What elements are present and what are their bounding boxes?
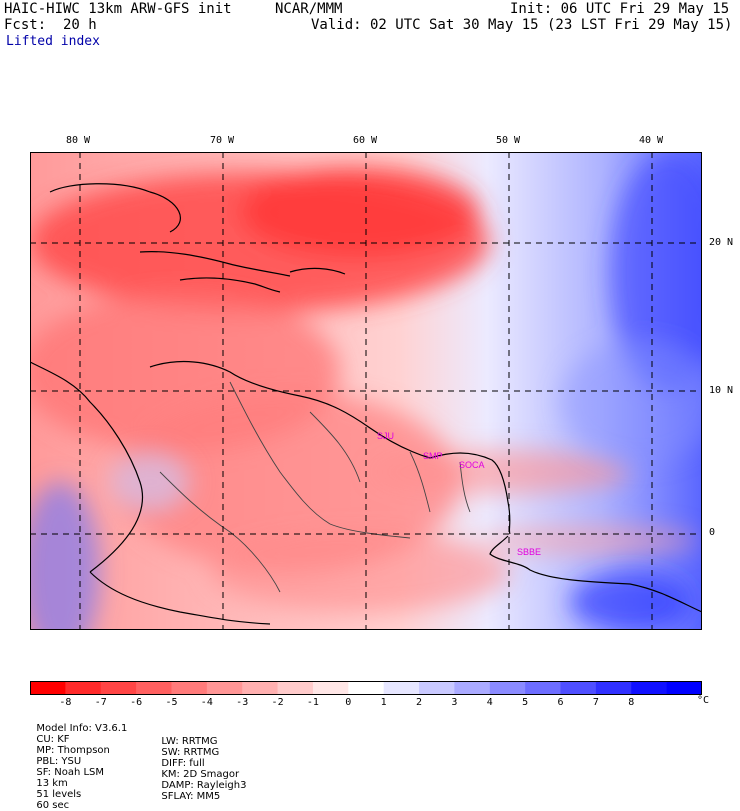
colorbar-frame: [30, 681, 702, 695]
station-soca: SOCA: [459, 460, 485, 470]
colorbar-label: -5: [165, 697, 178, 708]
lat-label-20n: 20 N: [709, 237, 734, 248]
station-smp: SMP: [423, 451, 443, 461]
colorbar-label: -4: [200, 697, 213, 708]
colorbar-swatch: [348, 681, 385, 695]
colorbar-swatch: [277, 681, 314, 695]
footer-pbl: PBL: YSU: [36, 756, 82, 767]
footer-mp: MP: Thompson: [36, 745, 110, 756]
init-time: Init: 06 UTC Fri 29 May 15: [510, 1, 730, 17]
model-title: HAIC-HIWC 13km ARW-GFS init: [4, 1, 232, 17]
map-frame: [30, 152, 702, 630]
footer-sflay: SFLAY: MM5: [161, 791, 221, 802]
colorbar-swatch: [595, 681, 632, 695]
colorbar-label: 5: [522, 697, 529, 708]
colorbar-label: -8: [59, 697, 72, 708]
colorbar-swatch: [65, 681, 102, 695]
colorbar-swatch: [312, 681, 349, 695]
station-sju: SJU: [377, 431, 394, 441]
footer-km: KM: 2D Smagor: [161, 769, 240, 780]
colorbar-label: 7: [592, 697, 599, 708]
station-sbbe: SBBE: [517, 547, 541, 557]
org-label: NCAR/MMM: [275, 1, 343, 17]
colorbar-swatch: [419, 681, 455, 695]
footer-sf: SF: Noah LSM: [36, 767, 105, 778]
footer-line1: Model Info: V3.6.1 CU: KF MP: Thompson P…: [30, 712, 140, 811]
lon-label-60w: 60 W: [353, 135, 378, 146]
colorbar-label: -2: [271, 697, 284, 708]
colorbar-label: 1: [380, 697, 387, 708]
borders: [159, 381, 471, 593]
lon-label-40w: 40 W: [639, 135, 664, 146]
colorbar-swatch: [383, 681, 420, 695]
footer-levels: 51 levels: [36, 789, 82, 800]
coastlines: [30, 183, 702, 625]
lon-label-70w: 70 W: [210, 135, 235, 146]
colorbar-label: 4: [486, 697, 493, 708]
colorbar-swatch: [666, 681, 702, 695]
colorbar-swatch: [30, 681, 66, 695]
stable-regions: [30, 152, 702, 630]
colorbar-label: -7: [94, 697, 107, 708]
colorbar-label: 2: [416, 697, 423, 708]
footer-model-info: Model Info: V3.6.1: [36, 723, 128, 734]
footer-damp: DAMP: Rayleigh3: [161, 780, 247, 791]
footer-sw: SW: RRTMG: [161, 747, 220, 758]
colorbar-label: 3: [451, 697, 458, 708]
colorbar-swatch: [560, 681, 597, 695]
unstable-regions: [30, 167, 700, 612]
colorbar-unit: °C: [697, 695, 710, 706]
lon-label-80w: 80 W: [66, 135, 91, 146]
colorbar-swatch: [136, 681, 172, 695]
colorbar-label: -6: [130, 697, 143, 708]
footer-line2: LW: RRTMG SW: RRTMG DIFF: full KM: 2D Sm…: [155, 725, 256, 802]
footer-resolution: 13 km: [36, 778, 68, 789]
colorbar-label: 6: [557, 697, 564, 708]
graticule: [30, 152, 702, 630]
colorbar: [30, 681, 702, 695]
lat-label-10n: 10 N: [709, 385, 734, 396]
colorbar-swatch: [631, 681, 668, 695]
lat-label-0: 0: [709, 527, 716, 538]
colorbar-label: 0: [345, 697, 352, 708]
lifted-index-map: SJU SMP SOCA SBBE: [30, 152, 702, 630]
colorbar-swatch: [100, 681, 137, 695]
valid-time: Valid: 02 UTC Sat 30 May 15 (23 LST Fri …: [311, 17, 733, 33]
colorbar-swatch: [242, 681, 279, 695]
colorbar-label: 8: [628, 697, 635, 708]
footer-timestep: 60 sec: [36, 800, 70, 811]
colorbar-swatch: [525, 681, 562, 695]
colorbar-label: -1: [306, 697, 319, 708]
colorbar-swatch: [206, 681, 243, 695]
footer-diff: DIFF: full: [161, 758, 205, 769]
colorbar-swatch: [454, 681, 491, 695]
forecast-hour: Fcst: 20 h: [4, 17, 97, 33]
colorbar-swatch: [489, 681, 526, 695]
colorbar-label: -3: [236, 697, 249, 708]
footer-lw: LW: RRTMG: [161, 736, 218, 747]
field-name: Lifted index: [6, 34, 100, 49]
lon-label-50w: 50 W: [496, 135, 521, 146]
colorbar-swatch: [171, 681, 208, 695]
